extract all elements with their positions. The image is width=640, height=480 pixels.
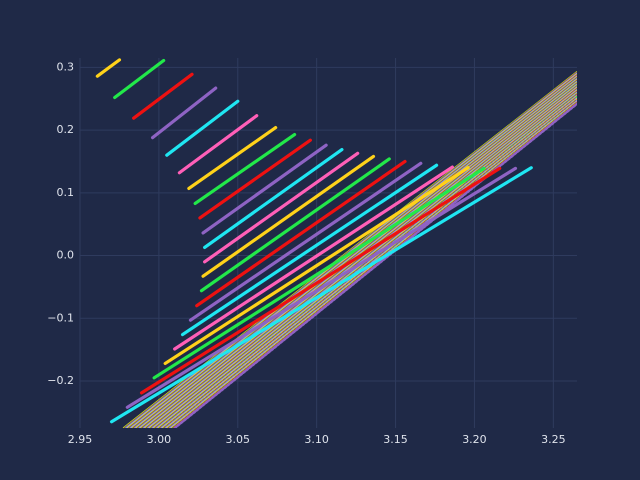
series-line: [201, 143, 328, 235]
series-line: [125, 166, 518, 409]
series-line: [113, 58, 166, 100]
series-line: [109, 166, 533, 424]
series-line: [203, 147, 344, 249]
y-tick-label: 0.0: [57, 249, 75, 262]
series-line: [188, 161, 423, 322]
series-line: [163, 166, 470, 366]
y-tick-label: −0.1: [47, 311, 74, 324]
x-tick-label: 3.00: [147, 433, 172, 446]
series-line: [203, 151, 360, 264]
series-line: [165, 99, 240, 157]
x-tick-label: 3.10: [304, 433, 329, 446]
y-tick-label: 0.3: [57, 60, 75, 73]
series-line: [132, 72, 194, 120]
series-line: [177, 114, 259, 175]
x-tick-label: 3.20: [462, 433, 487, 446]
y-tick-label: 0.1: [57, 186, 75, 199]
y-tick-label: −0.2: [47, 374, 74, 387]
series-line: [195, 159, 407, 308]
x-tick-label: 3.15: [383, 433, 408, 446]
y-axis: −0.2 −0.1 0.0 0.1 0.2 0.3: [47, 60, 74, 387]
series-line: [139, 166, 502, 395]
y-tick-label: 0.2: [57, 123, 75, 136]
series-line: [199, 157, 391, 293]
x-tick-label: 2.95: [68, 433, 93, 446]
series-line: [198, 138, 312, 220]
plot-area: [95, 58, 577, 428]
x-axis: 2.95 3.00 3.05 3.10 3.15 3.20 3.25: [68, 433, 566, 446]
series-line: [173, 165, 454, 351]
series-line: [201, 154, 376, 278]
series-line: [187, 126, 278, 191]
x-tick-label: 3.05: [226, 433, 251, 446]
x-tick-label: 3.25: [541, 433, 566, 446]
series-line: [95, 58, 122, 78]
series-line: [152, 166, 486, 380]
series-line: [180, 163, 439, 337]
band-series-line: [173, 102, 577, 428]
series-line: [150, 86, 218, 140]
series-line: [193, 132, 297, 206]
